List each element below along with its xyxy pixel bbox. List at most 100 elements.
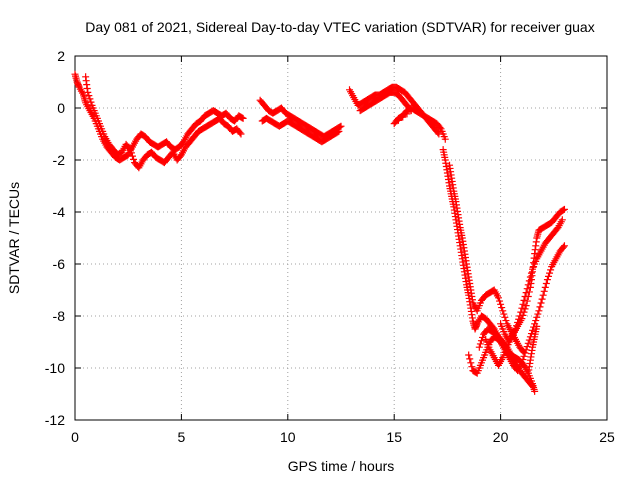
data-point [237, 130, 245, 138]
data-point [477, 337, 485, 345]
data-point [519, 300, 527, 308]
x-tick-label: 0 [71, 429, 79, 445]
data-point [468, 363, 476, 371]
data-point [521, 293, 529, 300]
data-point [441, 135, 449, 143]
data-point [501, 313, 509, 321]
data-point [127, 149, 135, 157]
data-point [534, 310, 542, 318]
data-point [502, 317, 510, 325]
axis-ticks [74, 55, 608, 421]
y-axis-label: SDTVAR / TECUs [6, 182, 22, 294]
data-point [497, 300, 505, 308]
y-tick-label: -12 [45, 412, 65, 428]
data-point [520, 352, 528, 360]
chart-title: Day 081 of 2021, Sidereal Day-to-day VTE… [85, 19, 594, 35]
data-point [434, 129, 442, 137]
data-point [560, 205, 568, 213]
data-point [498, 304, 506, 312]
data-point [527, 269, 535, 277]
data-point [541, 283, 549, 291]
data-point [475, 343, 483, 351]
data-point [467, 359, 475, 367]
data-point [238, 114, 246, 122]
data-point [476, 340, 484, 348]
data-point [537, 299, 545, 307]
data-point [529, 326, 537, 334]
data-point [546, 269, 554, 277]
data-point [494, 294, 502, 302]
data-point [335, 127, 343, 135]
data-point [533, 322, 541, 330]
data-point [524, 339, 532, 347]
data-point [518, 304, 526, 312]
data-point [236, 129, 244, 137]
data-point [522, 346, 530, 354]
data-point [126, 146, 134, 154]
data-point [539, 291, 547, 299]
data-point [85, 92, 93, 100]
data-point [513, 322, 521, 330]
x-tick-label: 5 [178, 429, 186, 445]
data-point [436, 124, 444, 131]
data-point [521, 349, 529, 357]
x-tick-label: 10 [280, 429, 296, 445]
data-point [337, 122, 345, 130]
y-tick-label: 0 [57, 100, 65, 116]
data-point [535, 307, 543, 315]
data-point [496, 297, 504, 305]
data-point [531, 387, 539, 395]
y-tick-label: -10 [45, 360, 65, 376]
data-point [536, 303, 544, 311]
data-point [540, 287, 548, 295]
data-point [500, 310, 508, 318]
data-point [511, 325, 519, 333]
x-tick-labels: 0 5 10 15 20 25 [71, 429, 615, 445]
data-point [524, 281, 532, 289]
data-point [334, 128, 342, 136]
y-tick-label: 2 [57, 48, 65, 64]
data-point [543, 276, 551, 284]
x-tick-label: 15 [386, 429, 402, 445]
y-tick-label: -6 [53, 256, 66, 272]
data-point [130, 155, 138, 163]
data-points [71, 70, 568, 395]
data-point [560, 242, 568, 250]
plot-frame [74, 55, 608, 421]
data-point [125, 144, 133, 152]
data-point [518, 359, 526, 367]
data-point [521, 305, 529, 313]
data-point [544, 272, 552, 280]
data-point [558, 216, 566, 224]
data-point [523, 297, 531, 305]
data-point [336, 123, 344, 131]
y-tick-label: -4 [53, 204, 66, 220]
data-point [514, 319, 522, 326]
data-point [559, 243, 567, 251]
y-tick-label: -8 [53, 308, 66, 324]
data-point [87, 98, 95, 106]
data-point [522, 302, 530, 310]
data-point [532, 317, 540, 325]
y-tick-labels: 2 0 -2 -4 -6 -8 -10 -12 [45, 48, 65, 428]
data-point [517, 308, 525, 316]
data-point [547, 266, 555, 274]
x-tick-label: 20 [493, 429, 509, 445]
data-point [499, 307, 507, 315]
data-point [559, 206, 567, 214]
x-tick-label: 25 [599, 429, 615, 445]
data-point [538, 295, 546, 303]
data-point [520, 296, 528, 304]
data-point [128, 152, 136, 160]
data-point [522, 289, 530, 297]
data-point [533, 313, 541, 321]
y-tick-label: -2 [53, 152, 66, 168]
data-point [239, 114, 247, 122]
data-point [527, 330, 535, 338]
data-point [465, 351, 473, 359]
data-point [525, 277, 533, 285]
x-axis-label: GPS time / hours [288, 458, 395, 474]
data-point [523, 343, 531, 351]
data-point [519, 356, 527, 364]
